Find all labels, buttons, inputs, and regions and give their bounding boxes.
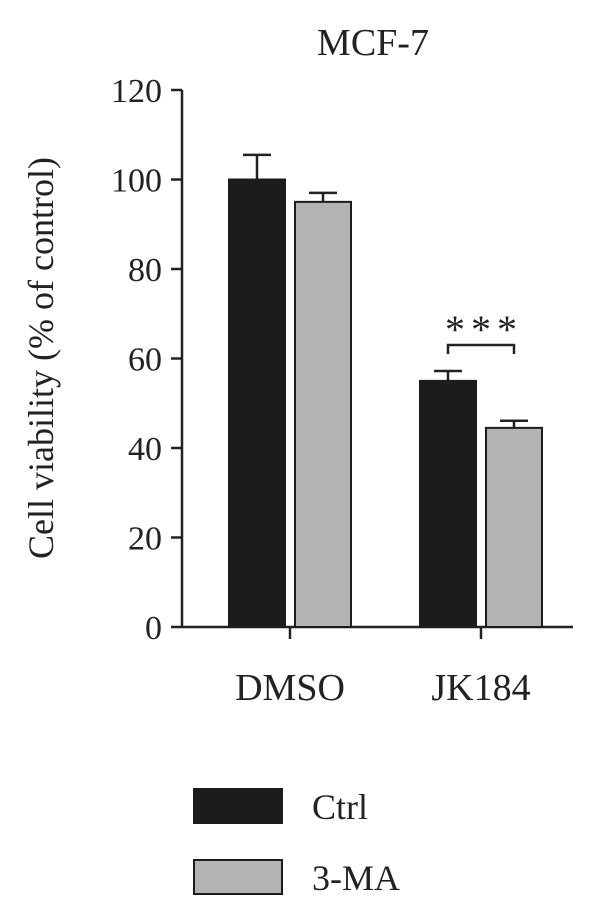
legend-swatch bbox=[193, 859, 283, 895]
bar-ctrl-dmso bbox=[228, 178, 286, 628]
significance-label: *** bbox=[445, 307, 523, 352]
y-tick-label: 100 bbox=[111, 163, 162, 200]
y-tick-label: 80 bbox=[128, 252, 162, 289]
legend-swatch bbox=[193, 788, 283, 824]
y-tick-label: 0 bbox=[145, 610, 162, 647]
legend-label: Ctrl bbox=[312, 787, 368, 827]
significance-bracket bbox=[446, 343, 516, 354]
x-categories: DMSO JK184 bbox=[235, 627, 531, 709]
y-axis-label: Cell viability (% of control) bbox=[21, 157, 61, 559]
y-tick-label: 20 bbox=[128, 521, 162, 558]
bar-3-ma-dmso bbox=[294, 200, 352, 628]
bars bbox=[228, 153, 543, 628]
bar-ctrl-jk184 bbox=[419, 379, 477, 628]
y-tick-label: 120 bbox=[111, 73, 162, 110]
y-tick-label: 40 bbox=[128, 431, 162, 468]
x-tick-label: JK184 bbox=[431, 667, 530, 709]
chart-title: MCF-7 bbox=[317, 22, 429, 64]
y-ticks: 0 20 40 60 80 100 120 bbox=[111, 73, 182, 647]
annotations: *** bbox=[445, 307, 523, 354]
x-tick-label: DMSO bbox=[235, 667, 345, 709]
legend-label: 3-MA bbox=[312, 858, 400, 898]
y-tick-label: 60 bbox=[128, 342, 162, 379]
legend: Ctrl 3-MA bbox=[193, 787, 400, 898]
bar-3-ma-jk184 bbox=[485, 426, 543, 628]
